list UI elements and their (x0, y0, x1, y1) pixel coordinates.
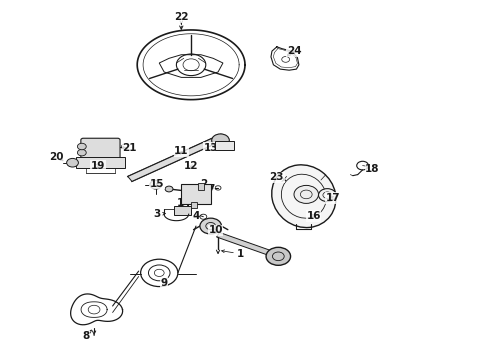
Bar (76, 157, 125, 168)
Text: 15: 15 (149, 179, 164, 189)
Circle shape (165, 186, 173, 192)
Text: 12: 12 (184, 161, 198, 171)
Polygon shape (217, 233, 281, 258)
Text: 4: 4 (192, 211, 200, 221)
Text: 17: 17 (326, 193, 341, 203)
Circle shape (294, 185, 318, 203)
Circle shape (318, 189, 336, 202)
Text: 2: 2 (200, 179, 207, 189)
Text: 13: 13 (203, 143, 218, 153)
Text: 7: 7 (207, 184, 215, 194)
Text: 6: 6 (197, 184, 204, 194)
Circle shape (212, 134, 229, 147)
Circle shape (67, 158, 78, 167)
Text: 16: 16 (306, 211, 321, 221)
FancyBboxPatch shape (81, 138, 120, 159)
Circle shape (266, 247, 291, 265)
Circle shape (77, 149, 86, 156)
Text: 1: 1 (237, 249, 244, 259)
Circle shape (150, 180, 162, 189)
Text: 10: 10 (208, 225, 223, 235)
Text: 8: 8 (82, 330, 89, 341)
Ellipse shape (271, 165, 336, 228)
Text: 9: 9 (161, 278, 168, 288)
Text: 21: 21 (122, 143, 137, 153)
Text: 18: 18 (365, 164, 380, 174)
Text: 24: 24 (287, 46, 301, 56)
Bar (215, 141, 234, 150)
Text: 22: 22 (174, 12, 189, 22)
Bar (181, 184, 211, 204)
Text: 23: 23 (270, 172, 284, 182)
Text: 11: 11 (174, 146, 189, 156)
Text: 20: 20 (49, 152, 64, 162)
Circle shape (200, 218, 221, 234)
Text: 5: 5 (190, 191, 197, 201)
Polygon shape (128, 134, 225, 181)
Bar (174, 206, 191, 215)
Bar (191, 202, 197, 208)
Circle shape (77, 143, 86, 150)
Bar (198, 183, 204, 190)
Text: 3: 3 (153, 209, 160, 219)
Text: 14: 14 (176, 198, 191, 208)
Text: 19: 19 (91, 161, 105, 171)
